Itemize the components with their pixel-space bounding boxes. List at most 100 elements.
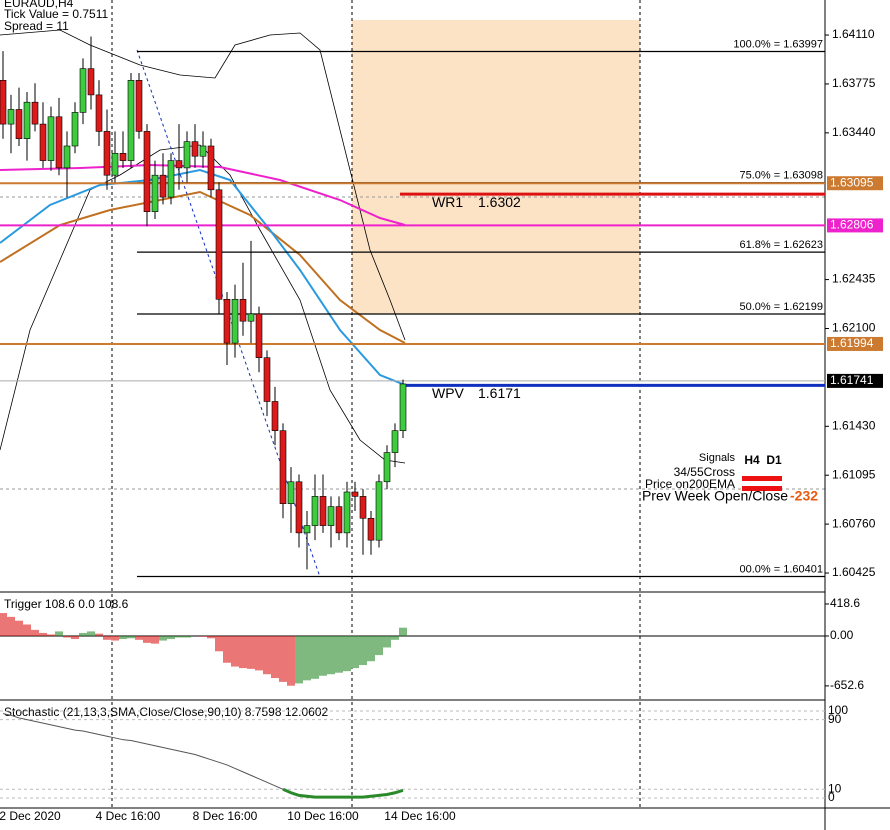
trigger-tick-label: 0.00 [830, 628, 854, 642]
candle-body [287, 481, 295, 504]
candle-body [295, 481, 303, 534]
candle-body [87, 68, 95, 96]
fib-label: 100.0% = 1.63997 [733, 38, 823, 50]
candle-body [111, 152, 119, 176]
candle-body [23, 101, 31, 139]
price-tick-label: 1.60760 [832, 516, 876, 530]
tick-value: Tick Value = 0.7511 [4, 7, 109, 21]
candle-body [303, 525, 311, 534]
date-label: 10 Dec 16:00 [287, 809, 359, 823]
candle-body [367, 517, 375, 541]
pivot-value: 1.6171 [478, 385, 521, 401]
price-tick-label: 1.64110 [832, 27, 875, 41]
candle-body [399, 383, 407, 431]
candle-body [135, 79, 143, 132]
candle-body [79, 68, 87, 113]
date-label: 14 Dec 16:00 [384, 809, 456, 823]
price-tag [827, 176, 883, 191]
fib-label: 00.0% = 1.60401 [740, 563, 824, 575]
stoch-tick-label: 100 [828, 703, 848, 717]
stoch-line [2, 713, 404, 798]
trigger-tick-label: -652.6 [830, 678, 864, 692]
candle-body [143, 131, 151, 212]
fib-label: 75.0% = 1.63098 [740, 170, 824, 182]
price-tag [827, 373, 883, 388]
price-tick-label: 1.60425 [832, 565, 876, 579]
price-tick-label: 1.62435 [832, 272, 876, 286]
candle-body [375, 481, 383, 541]
date-label: 2 Dec 2020 [0, 809, 61, 823]
candle-body [335, 506, 343, 534]
candle-body [359, 496, 367, 519]
candle-body [199, 145, 207, 157]
stochastic-label: Stochastic (21,13,3,SMA,Close/Close,90,1… [4, 705, 329, 719]
candle-body [159, 174, 167, 198]
candle-body [175, 160, 183, 169]
pivot-value: 1.6302 [478, 194, 521, 210]
candle-body [255, 313, 263, 358]
date-label: 8 Dec 16:00 [193, 809, 258, 823]
price-tag-label: 1.61994 [830, 336, 874, 350]
candle-body [383, 452, 391, 483]
candle-body [31, 101, 39, 125]
candle-body [311, 496, 319, 526]
stoch-oversold [282, 787, 404, 799]
stoch-tick-label: 0 [828, 790, 835, 804]
date-label: 4 Dec 16:00 [96, 809, 161, 823]
pivot-name: WR1 [432, 194, 463, 210]
candle-body [207, 145, 215, 191]
fib-label: 50.0% = 1.62199 [740, 301, 824, 313]
signal-row: Price on200EMA [645, 477, 735, 491]
candle-body [103, 131, 111, 176]
pivot-name: WPV [432, 385, 465, 401]
candle-body [119, 152, 127, 161]
candle-body [15, 109, 23, 139]
symbol: EURAUD,H4 [4, 0, 74, 10]
trigger-label: Trigger 108.6 0.0 108.6 [4, 597, 129, 611]
price-tag [827, 218, 883, 233]
signal-cell [742, 476, 782, 481]
price-tag-label: 1.61741 [830, 373, 874, 387]
spread: Spread = 11 [4, 19, 69, 33]
signal-row: 34/55Cross [674, 465, 735, 479]
candle-body [327, 506, 335, 526]
candle-body [239, 298, 247, 322]
price-tick-label: 1.62100 [832, 321, 876, 335]
candle-body [391, 430, 399, 453]
zone [352, 20, 640, 314]
candle-body [127, 79, 135, 161]
signals-title: Signals [699, 452, 736, 464]
candle-body [47, 116, 55, 161]
price-tag-label: 1.62806 [830, 218, 874, 232]
candle-body [247, 313, 255, 322]
candle-body [271, 401, 279, 431]
price-tick-label: 1.63775 [832, 76, 876, 90]
price-tag [827, 336, 883, 351]
candle-body [7, 109, 15, 125]
prev-week-value: -232 [790, 488, 818, 504]
price-tick-label: 1.61430 [832, 418, 876, 432]
candle-body [263, 357, 271, 402]
price-tag-label: 1.63095 [830, 175, 874, 189]
candle-body [223, 298, 231, 344]
signals-column: H4 [744, 453, 760, 467]
candle-body [95, 94, 103, 132]
candle-body [63, 145, 71, 169]
candle-body [167, 160, 175, 198]
prev-week-label: Prev Week Open/Close [642, 488, 788, 504]
stoch-tick-label: 10 [828, 781, 842, 795]
candle-body [215, 189, 223, 300]
separators [0, 0, 825, 808]
candle-body [39, 123, 47, 161]
candle-body [231, 298, 239, 344]
stoch-tick-label: 90 [828, 712, 842, 726]
candle-body [319, 496, 327, 526]
candle-body [191, 141, 199, 157]
signals-column: D1 [766, 453, 782, 467]
candle-body [71, 112, 79, 147]
fib-label: 61.8% = 1.62623 [740, 239, 824, 251]
price-tick-label: 1.63440 [832, 125, 876, 139]
candle-body [343, 491, 351, 534]
candle-body [183, 141, 191, 169]
